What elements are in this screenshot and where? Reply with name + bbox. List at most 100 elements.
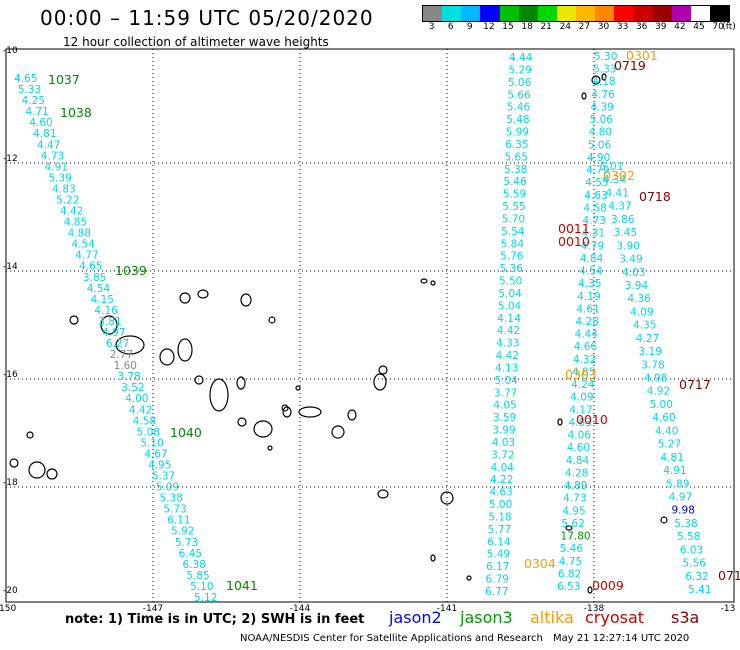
track-b-value: 4.13 xyxy=(495,362,518,374)
island-outline xyxy=(420,278,428,284)
track-a-value: 1.60 xyxy=(114,360,137,372)
pass-time-label: 0011 xyxy=(558,221,590,236)
island-outline xyxy=(240,293,252,307)
pass-time-label: 1037 xyxy=(48,72,80,87)
scale-label: 45 xyxy=(693,22,705,32)
island-outline xyxy=(253,420,273,438)
track-a-value: 5.73 xyxy=(175,537,198,549)
track-b-value: 6.79 xyxy=(486,574,509,586)
track-a-value: 5.09 xyxy=(156,482,179,494)
track-d-value: 5.01 xyxy=(600,161,623,173)
track-a-value: 4.42 xyxy=(129,404,152,416)
scale-swatch xyxy=(556,6,576,21)
track-d-value: 5.56 xyxy=(683,558,707,570)
island-outline xyxy=(115,335,145,355)
track-c-value: 4.84 xyxy=(566,455,590,467)
track-c-value: 4.24 xyxy=(571,379,595,391)
island-outline xyxy=(378,365,388,375)
pass-time-label: 0719 xyxy=(614,58,646,73)
track-a-value: 4.77 xyxy=(75,250,98,262)
track-b-value: 5.06 xyxy=(508,77,532,89)
scale-swatch xyxy=(614,6,634,21)
track-a-value: 4.73 xyxy=(41,150,64,162)
track-c-value: 4.66 xyxy=(574,341,598,353)
track-a-value: 4.95 xyxy=(148,459,171,471)
track-b-value: 5.04 xyxy=(498,300,522,312)
track-c-value: 4.35 xyxy=(578,278,601,290)
island-outline xyxy=(267,445,273,451)
scale-unit: (ft) xyxy=(722,22,736,32)
pass-time-label: 0303 xyxy=(565,367,597,382)
scale-swatch xyxy=(595,6,615,21)
track-d-value: 6.32 xyxy=(685,571,708,583)
track-a-value: 4.16 xyxy=(94,305,118,317)
track-c-value: 4.58 xyxy=(583,202,606,214)
scale-label: 3 xyxy=(428,22,435,32)
track-c-value: 4.73 xyxy=(563,493,586,505)
track-a-value: 4.42 xyxy=(60,206,83,218)
track-a-value: 4.00 xyxy=(125,393,148,405)
island-outline xyxy=(268,316,276,324)
track-c-value: 6.53 xyxy=(557,581,580,593)
island-outline xyxy=(581,92,587,100)
island-outline xyxy=(236,376,246,390)
track-b-value: 5.59 xyxy=(503,189,526,201)
longitude-label: -13 xyxy=(721,604,736,614)
track-a-value: 4.15 xyxy=(91,294,114,306)
track-a-value: 4.97 xyxy=(102,327,125,339)
track-c-value: 4.54 xyxy=(579,266,603,278)
scale-swatch xyxy=(499,6,519,21)
pass-time-label: 0010 xyxy=(558,234,590,249)
track-b-value: 4.63 xyxy=(489,487,512,499)
track-b-value: 5.66 xyxy=(507,89,531,101)
scale-label: 70 xyxy=(712,22,724,32)
track-a-value: 6.45 xyxy=(179,548,202,560)
track-a-value: 5.10 xyxy=(190,581,213,593)
track-c-value: 4.19 xyxy=(577,291,600,303)
track-c-value: 4.31 xyxy=(582,228,605,240)
track-a-value: 4.67 xyxy=(144,448,167,460)
scale-label: 6 xyxy=(447,22,454,32)
track-d-value: 5.27 xyxy=(658,439,681,451)
scale-swatch xyxy=(671,6,691,21)
track-a-value: 5.73 xyxy=(163,504,186,516)
island-outline xyxy=(331,425,345,439)
track-a-value: 5.85 xyxy=(186,570,209,582)
track-b-value: 5.46 xyxy=(507,102,531,114)
track-c-value: 5.33 xyxy=(593,64,616,76)
pass-time-label: 0304 xyxy=(524,556,556,571)
longitude-label: -141 xyxy=(437,604,457,614)
track-b-value: 4.05 xyxy=(493,400,516,412)
track-b-value: 4.03 xyxy=(492,437,515,449)
pass-time-label: 1040 xyxy=(170,425,202,440)
pass-time-label: 1041 xyxy=(226,578,258,593)
track-d-value: 9.98 xyxy=(672,505,695,517)
note: note: 1) Time is in UTC; 2) SWH is in fe… xyxy=(65,612,365,627)
scale-label: 15 xyxy=(502,22,514,32)
track-b-value: 4.42 xyxy=(497,325,520,337)
track-d-value: 4.60 xyxy=(652,412,675,424)
track-d-value: 5.41 xyxy=(688,584,711,596)
track-a-value: 2.77 xyxy=(110,349,133,361)
island-outline xyxy=(159,348,175,366)
track-b-value: 5.99 xyxy=(506,127,529,139)
track-b-value: 6.77 xyxy=(485,586,508,598)
track-b-value: 5.84 xyxy=(501,238,525,250)
track-d-value: 3.94 xyxy=(625,280,649,292)
scale-swatch xyxy=(480,6,500,21)
scale-swatch xyxy=(518,6,538,21)
island-outline xyxy=(28,461,46,479)
track-a-value: 4.54 xyxy=(87,283,111,295)
scale-label: 27 xyxy=(578,22,591,32)
longitude-label: -138 xyxy=(584,604,605,614)
track-c-value: 6.82 xyxy=(558,568,581,580)
track-d-value: 4.97 xyxy=(669,491,692,503)
track-b-value: 5.54 xyxy=(501,226,525,238)
track-d-value: 4.40 xyxy=(655,425,678,437)
satellite-jason3: jason3 xyxy=(460,608,513,627)
track-c-value: 4.17 xyxy=(569,404,592,416)
track-b-value: 4.04 xyxy=(491,462,515,474)
scale-swatch xyxy=(537,6,557,21)
track-d-value: 4.37 xyxy=(608,201,631,213)
island-outline xyxy=(373,373,387,391)
